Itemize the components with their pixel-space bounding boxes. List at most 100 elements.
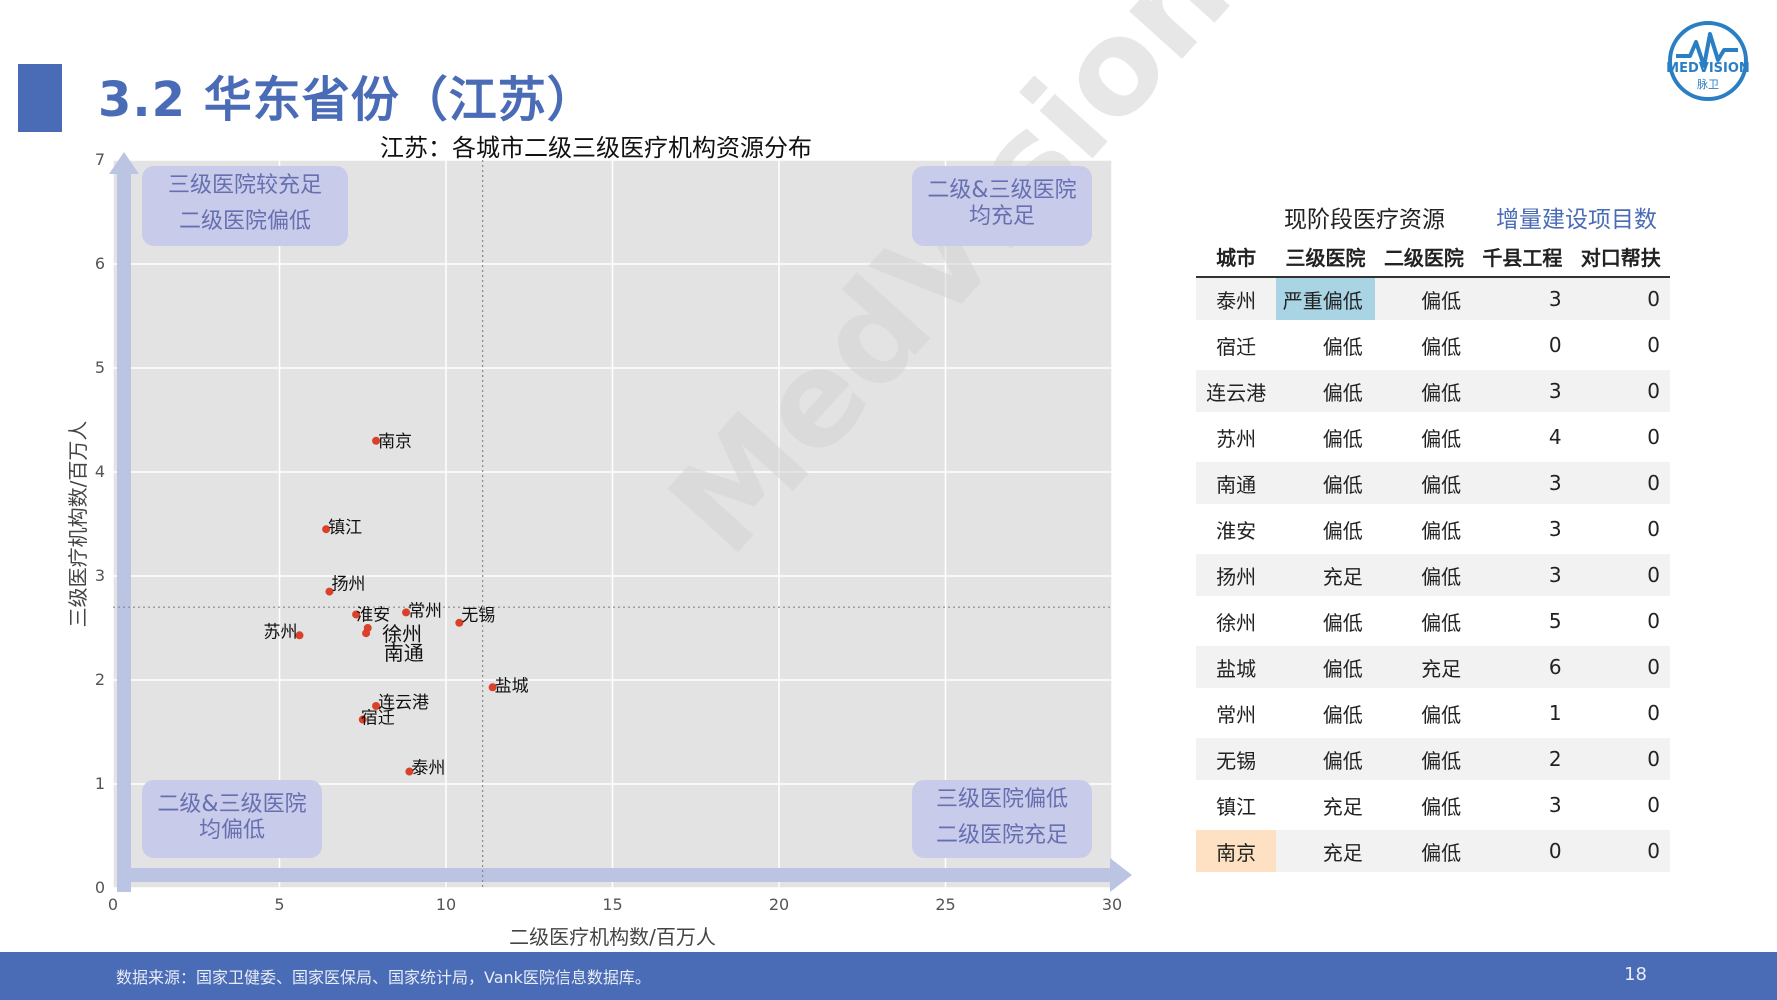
quadrant-bottom-right-line2: 二级医院充足 <box>935 823 1068 848</box>
cell-assist-projects: 0 <box>1571 322 1670 370</box>
cell-tier3: 充足 <box>1276 552 1375 600</box>
data-point <box>488 683 497 692</box>
cell-county-projects: 3 <box>1473 368 1572 416</box>
cell-assist-projects: 0 <box>1571 277 1670 324</box>
table-row: 连云港 偏低 偏低 3 0 <box>1196 368 1670 416</box>
cell-tier2: 偏低 <box>1374 828 1474 876</box>
cell-tier2: 偏低 <box>1374 782 1474 830</box>
y-tick-label: 2 <box>95 670 105 689</box>
cell-assist-projects: 0 <box>1571 460 1670 508</box>
data-point <box>352 610 361 619</box>
cell-tier3: 偏低 <box>1276 736 1375 784</box>
data-point <box>295 631 304 640</box>
cell-city: 南京 <box>1196 828 1277 876</box>
x-tick-label: 15 <box>602 895 622 914</box>
quadrant-top-right-line1: 二级&三级医院 <box>927 178 1077 203</box>
x-arrow-head <box>1110 858 1132 892</box>
cell-tier3: 偏低 <box>1276 644 1375 692</box>
cell-county-projects: 3 <box>1473 506 1572 554</box>
cell-city: 盐城 <box>1196 644 1277 692</box>
x-tick-label: 20 <box>769 895 789 914</box>
data-point <box>325 587 334 596</box>
data-point <box>363 624 372 632</box>
cell-assist-projects: 0 <box>1571 736 1670 784</box>
y-tick-label: 4 <box>95 462 105 481</box>
quadrant-top-left-line1: 三级医院较充足 <box>167 173 322 198</box>
y-arrow-head <box>109 152 139 174</box>
table-body: 泰州 严重偏低 偏低 3 0 宿迁 偏低 偏低 0 0 连云港 偏低 偏低 3 0 苏州 偏低 偏低 4 0 南通 偏低偏… <box>1196 277 1670 876</box>
col-header-tier3: 三级医院 <box>1276 236 1375 278</box>
quadrant-top-left-line2: 二级医院偏低 <box>178 209 311 234</box>
cell-assist-projects: 0 <box>1571 782 1670 830</box>
cell-assist-projects: 0 <box>1571 598 1670 646</box>
table-row: 淮安 偏低 偏低 3 0 <box>1196 506 1670 554</box>
cell-city: 淮安 <box>1196 506 1277 554</box>
x-tick-label: 5 <box>274 895 284 914</box>
cell-city: 镇江 <box>1196 782 1277 830</box>
cell-county-projects: 0 <box>1473 322 1572 370</box>
cell-tier2: 偏低 <box>1374 506 1474 554</box>
cell-county-projects: 0 <box>1473 828 1572 876</box>
table-row: 盐城 偏低 充足 6 0 <box>1196 644 1670 692</box>
logo-subtext: 脉卫 <box>1697 77 1719 91</box>
cell-city: 连云港 <box>1196 368 1277 416</box>
cell-assist-projects: 0 <box>1571 644 1670 692</box>
data-point <box>402 608 411 617</box>
y-tick-label: 3 <box>95 566 105 585</box>
cell-tier2: 偏低 <box>1374 598 1474 646</box>
table-header-row: 城市 三级医院 二级医院 千县工程 对口帮扶 <box>1196 236 1670 278</box>
table-group-current: 现阶段医疗资源 <box>1284 207 1445 233</box>
table-row: 扬州 充足 偏低 3 0 <box>1196 552 1670 600</box>
x-tick-label: 25 <box>935 895 955 914</box>
quadrant-bottom-left-line1: 二级&三级医院 <box>157 792 307 817</box>
point-label: 淮安 <box>356 605 390 625</box>
data-table: 城市 三级医院 二级医院 千县工程 对口帮扶 泰州 严重偏低 偏低 3 0 宿迁 偏低 偏低 0… <box>1196 236 1670 876</box>
point-label: 连云港 <box>378 693 429 713</box>
cell-city: 徐州 <box>1196 598 1277 646</box>
cell-tier2: 偏低 <box>1374 690 1474 738</box>
quadrant-bottom-left: 二级&三级医院 均偏低 <box>142 780 322 858</box>
cell-tier3: 偏低 <box>1276 690 1375 738</box>
cell-county-projects: 3 <box>1473 277 1572 324</box>
axis-arrows <box>109 152 1132 892</box>
cell-city: 南通 <box>1196 460 1277 508</box>
x-tick-label: 30 <box>1102 895 1122 914</box>
cell-tier3: 偏低 <box>1276 414 1375 462</box>
cell-assist-projects: 0 <box>1571 506 1670 554</box>
col-header-tier2: 二级医院 <box>1374 236 1474 278</box>
data-point <box>405 767 414 776</box>
table-row: 苏州 偏低 偏低 4 0 <box>1196 414 1670 462</box>
col-header-county: 千县工程 <box>1473 236 1572 278</box>
cell-assist-projects: 0 <box>1571 414 1670 462</box>
title-accent-bar <box>18 64 62 132</box>
cell-tier2: 偏低 <box>1374 736 1474 784</box>
point-label: 宿迁 <box>361 709 395 729</box>
cell-city: 扬州 <box>1196 552 1277 600</box>
point-label: 常州 <box>408 601 442 621</box>
data-point <box>372 702 381 710</box>
cell-tier3: 严重偏低 <box>1276 277 1375 324</box>
point-label: 无锡 <box>461 606 495 626</box>
x-tick-label: 0 <box>108 895 118 914</box>
table-row: 宿迁 偏低 偏低 0 0 <box>1196 322 1670 370</box>
table-row: 南通 偏低 偏低 3 0 <box>1196 460 1670 508</box>
footer-bar: 数据来源：国家卫健委、国家医保局、国家统计局，Vank医院信息数据库。 18 <box>0 952 1777 1000</box>
y-tick-label: 5 <box>95 358 105 377</box>
data-point <box>455 618 464 627</box>
data-point <box>358 715 367 724</box>
quadrant-top-right-line2: 均充足 <box>968 204 1035 229</box>
point-label: 苏州 <box>263 622 297 642</box>
table-row: 南京 充足 偏低 0 0 <box>1196 828 1670 876</box>
quadrant-bottom-right-line1: 三级医院偏低 <box>935 787 1068 812</box>
cell-tier3: 充足 <box>1276 828 1375 876</box>
cell-county-projects: 5 <box>1473 598 1572 646</box>
axes: 0 5 10 15 20 25 30 0 1 2 3 4 5 6 7 <box>95 150 1122 914</box>
chart-title: 江苏：各城市二级三级医疗机构资源分布 <box>380 134 812 162</box>
cell-county-projects: 3 <box>1473 552 1572 600</box>
quadrant-bottom-right: 三级医院偏低 二级医院充足 <box>912 780 1092 858</box>
cell-tier2: 偏低 <box>1374 414 1474 462</box>
y-tick-label: 0 <box>95 878 105 897</box>
cell-city: 泰州 <box>1196 277 1277 324</box>
